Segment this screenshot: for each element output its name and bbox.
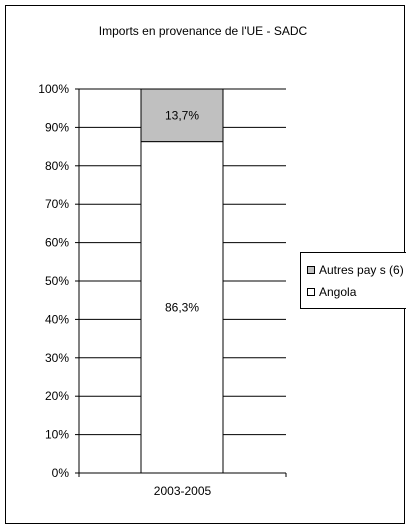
y-tick-label-70: 70% — [45, 197, 69, 211]
legend-label-autres-pays: Autres pay s (6) — [319, 263, 404, 277]
y-tick-label-90: 90% — [45, 120, 69, 134]
y-tick-label-0: 0% — [52, 466, 70, 480]
legend: Autres pay s (6) Angola — [300, 252, 406, 309]
y-tick-label-80: 80% — [45, 159, 69, 173]
legend-swatch-angola — [307, 288, 315, 296]
legend-swatch-autres-pays — [307, 266, 315, 274]
bar-segment-autres-pay-s-6 — [140, 88, 224, 143]
y-tick-label-20: 20% — [45, 389, 69, 403]
y-tick-label-30: 30% — [45, 351, 69, 365]
y-tick-label-40: 40% — [45, 312, 69, 326]
x-tick-label-category: 2003-2005 — [154, 484, 212, 498]
y-tick-label-100: 100% — [38, 82, 69, 96]
data-label-angola: 86,3% — [165, 300, 199, 314]
y-tick-label-10: 10% — [45, 428, 69, 442]
bar-segment-angola — [140, 141, 224, 474]
y-tick-label-60: 60% — [45, 236, 69, 250]
legend-label-angola: Angola — [319, 285, 357, 299]
legend-item-autres-pays: Autres pay s (6) — [307, 263, 404, 277]
legend-item-angola: Angola — [307, 285, 356, 299]
y-tick-label-50: 50% — [45, 274, 69, 288]
chart-title: Imports en provenance de l'UE - SADC — [98, 24, 308, 38]
data-label-autres-pay-s-6: 13,7% — [165, 108, 199, 122]
